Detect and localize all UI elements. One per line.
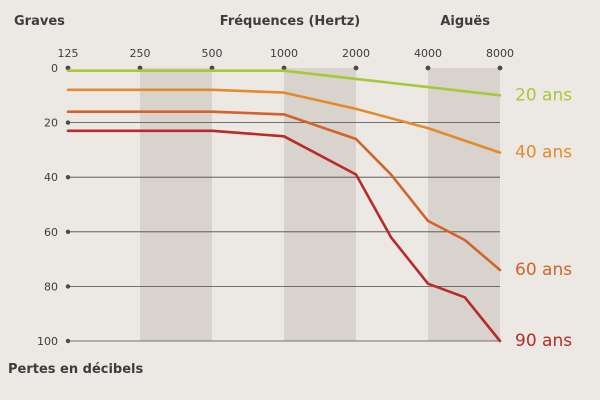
chart-headers: Graves Fréquences (Hertz) Aiguës Pertes … [8,14,490,377]
y-tick-label-40: 40 [44,171,58,184]
x-tick-dot-125 [65,65,71,71]
series-line-20-ans [66,69,502,97]
x-tick-label-250: 250 [130,47,151,60]
y-tick-dot-40 [65,175,71,180]
x-tick-label-125: 125 [58,47,79,60]
x-tick-dot-2000 [353,65,359,71]
gridlines [65,65,503,344]
y-tick-dot-100 [65,338,71,344]
series-lines [66,69,502,343]
x-tick-label-500: 500 [202,47,223,60]
x-tick-label-8000: 8000 [486,47,514,60]
y-tick-label-60: 60 [44,226,58,239]
series-label-40-ans: 40 ans [515,143,572,163]
series-label-20-ans: 20 ans [515,85,572,105]
y-tick-label-80: 80 [44,280,58,293]
x-tick-label-2000: 2000 [342,47,370,60]
series-line-60-ans [66,110,502,272]
y-tick-dot-60 [65,229,71,234]
series-label-60-ans: 60 ans [515,260,572,280]
shaded-band-2 [428,68,500,341]
x-tick-label-1000: 1000 [270,47,298,60]
y-tick-label-20: 20 [44,117,58,130]
y-tick-dot-80 [65,284,71,289]
header-left-graves: Graves [14,14,65,29]
y-axis-title: Pertes en décibels [8,362,144,377]
series-line-90-ans [66,129,502,343]
shaded-band-1 [284,68,356,341]
shaded-band-0 [140,68,212,341]
x-tick-dot-8000 [497,65,503,71]
y-tick-label-0: 0 [51,62,58,75]
x-tick-dot-500 [209,65,215,71]
series-label-90-ans: 90 ans [515,331,572,351]
y-tick-dot-20 [65,120,71,125]
x-axis-title: Fréquences (Hertz) [220,14,360,29]
shaded-bands [140,68,500,341]
y-tick-label-100: 100 [37,335,58,348]
x-tick-dot-1000 [281,65,287,71]
x-tick-dot-4000 [425,65,431,71]
chart-labels: 0 20 40 60 80 100 125 250 500 1000 2000 4000 8000 20 … [37,47,572,351]
header-right-aigues: Aiguës [440,14,490,29]
x-tick-dot-250 [137,65,143,71]
x-tick-label-4000: 4000 [414,47,442,60]
series-line-40-ans [66,88,502,154]
